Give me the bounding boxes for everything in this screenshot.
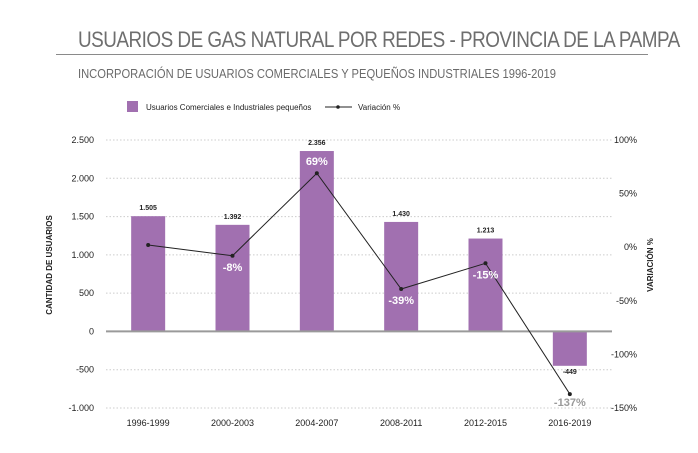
chart-title: USUARIOS DE GAS NATURAL POR REDES - PROV… [78, 27, 680, 52]
bar [468, 238, 503, 332]
y-tick-label: 2.500 [71, 135, 94, 145]
bar-value-label: 1.430 [392, 211, 410, 218]
gridlines [106, 139, 612, 409]
y2-axis-label: VARIACIÓN % [646, 238, 655, 292]
x-tick-label: 2004-2007 [295, 418, 338, 428]
bar [215, 224, 250, 332]
x-axis-ticks: 1996-1999 2000-2003 2004-2007 2008-2011 2012… [127, 418, 592, 428]
y2-tick-label: 50% [619, 189, 637, 199]
bar [552, 331, 587, 366]
variation-label: -39% [388, 295, 414, 307]
y2-tick-label: -100% [611, 349, 637, 359]
variation-label: 69% [306, 156, 328, 168]
variation-point [230, 253, 235, 258]
legend-line-label: Variación % [358, 103, 400, 112]
variation-series-line [148, 172, 571, 395]
variation-label: -15% [473, 269, 499, 281]
y-tick-label: -500 [76, 365, 94, 375]
y-tick-label: -1.000 [68, 403, 94, 413]
y-tick-label: 2.000 [71, 173, 94, 183]
variation-point [483, 261, 488, 266]
x-tick-label: 2012-2015 [464, 418, 507, 428]
bars: 1.505 1.392 2.356 1.430 1.213 -449 [131, 140, 587, 376]
y2-axis-ticks: 100% 50% 0% -50% -100% -150% [611, 135, 637, 413]
bar [131, 216, 166, 332]
legend-bar-swatch [127, 101, 138, 112]
x-tick-label: 2008-2011 [380, 418, 422, 428]
x-tick-label: 2000-2003 [211, 418, 254, 428]
variation-label: -8% [223, 262, 243, 274]
title-divider [56, 54, 648, 55]
bar-value-label: 2.356 [308, 140, 326, 147]
variation-point [567, 392, 572, 397]
bar-value-label: -449 [563, 369, 577, 376]
y-tick-label: 1.500 [71, 212, 94, 222]
variation-point [314, 171, 319, 176]
bar [384, 221, 419, 332]
y-axis-ticks: 2.500 2.000 1.500 1.000 500 0 -500 -1.000 [68, 135, 94, 413]
y-tick-label: 500 [79, 288, 94, 298]
legend-bar-label: Usuarios Comerciales e Industriales pequ… [146, 103, 311, 112]
y-tick-label: 1.000 [71, 250, 94, 260]
y2-tick-label: -50% [616, 296, 637, 306]
bar [299, 151, 334, 332]
variation-point [399, 287, 404, 292]
bar-value-label: 1.505 [139, 205, 157, 212]
bar-value-label: 1.213 [477, 228, 495, 235]
y-tick-label: 0 [89, 326, 94, 336]
legend: Usuarios Comerciales e Industriales pequ… [127, 101, 400, 112]
chart-subtitle: INCORPORACIÓN DE USUARIOS COMERCIALES Y … [78, 66, 556, 81]
variation-line: -8% 69% -39% -15% -137% [146, 156, 586, 409]
y-axis-label: CANTIDAD DE USUARIOS [45, 215, 54, 315]
y2-tick-label: 100% [614, 135, 637, 145]
y2-tick-label: -150% [611, 403, 637, 413]
x-tick-label: 1996-1999 [127, 418, 170, 428]
variation-label: -137% [554, 397, 586, 409]
variation-point [146, 243, 151, 248]
y2-tick-label: 0% [624, 242, 637, 252]
legend-line-marker [336, 105, 340, 109]
x-tick-label: 2016-2019 [548, 418, 591, 428]
bar-value-label: 1.392 [224, 214, 242, 221]
